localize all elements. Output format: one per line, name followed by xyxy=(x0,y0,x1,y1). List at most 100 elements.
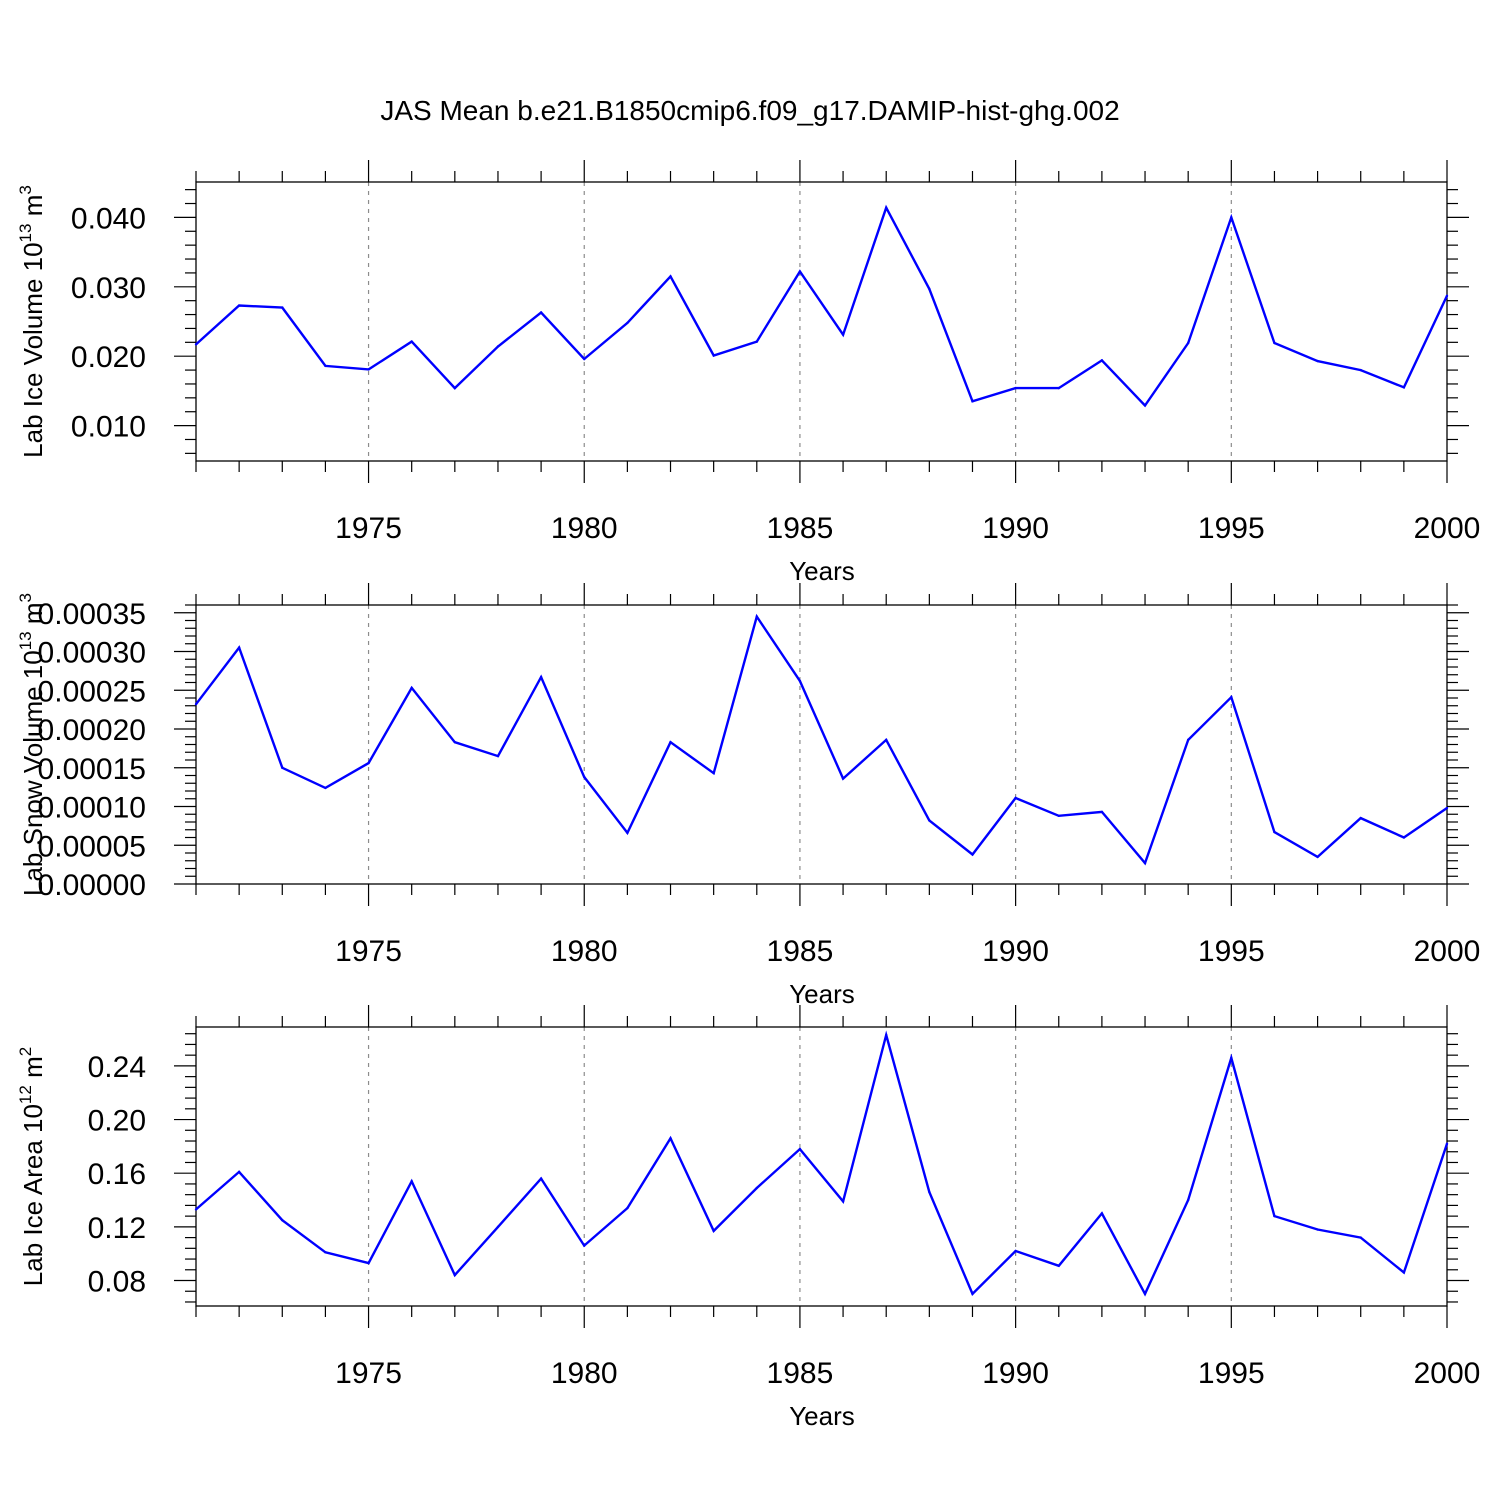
data-point xyxy=(367,368,370,371)
data-point xyxy=(669,275,672,278)
data-point xyxy=(626,321,629,325)
data-point xyxy=(1359,368,1362,372)
x-tick-label: 1985 xyxy=(767,935,834,968)
data-point xyxy=(712,354,715,357)
data-point xyxy=(1359,1236,1362,1239)
y-tick-label: 0.020 xyxy=(71,341,146,374)
data-point xyxy=(1014,386,1017,390)
data-point xyxy=(194,343,198,346)
data-point xyxy=(1316,1228,1319,1231)
y-tick-label: 0.00025 xyxy=(38,675,146,708)
data-point xyxy=(885,738,888,742)
data-point xyxy=(324,786,327,790)
data-point xyxy=(410,686,413,690)
data-point xyxy=(324,364,327,368)
x-tick-label: 2000 xyxy=(1414,1357,1481,1390)
data-point xyxy=(1186,1198,1190,1202)
data-point xyxy=(367,1261,370,1265)
x-tick-label: 2000 xyxy=(1414,512,1481,545)
x-tick-label: 2000 xyxy=(1414,935,1481,968)
data-point xyxy=(1273,341,1276,345)
data-point xyxy=(1014,1249,1017,1253)
data-point xyxy=(1100,810,1104,814)
data-point xyxy=(841,333,845,336)
y-tick-label: 0.040 xyxy=(71,202,146,235)
x-tick-label: 1995 xyxy=(1198,1357,1265,1390)
data-point xyxy=(583,775,586,779)
data-point xyxy=(583,1244,586,1247)
x-axis-title: Years xyxy=(789,556,855,586)
y-tick-label: 0.00010 xyxy=(38,792,146,825)
series-line xyxy=(195,204,1449,408)
data-point xyxy=(194,703,198,706)
x-tick-label: 1990 xyxy=(982,1357,1049,1390)
data-point xyxy=(755,1186,758,1190)
data-point xyxy=(712,771,715,775)
data-point xyxy=(194,1208,198,1211)
y-tick-label: 0.00005 xyxy=(38,830,146,863)
panel-3: 0.08 0.12 0.16 0.20 0.24 1975 1980 1985 1990 1995… xyxy=(16,1005,1480,1431)
y-axis-title: Lab Ice Volume 1013 m3 xyxy=(16,185,48,458)
data-point xyxy=(1186,341,1190,345)
data-point xyxy=(237,304,241,307)
data-point xyxy=(539,1177,543,1180)
plot-frame xyxy=(195,1026,1448,1307)
data-point xyxy=(841,1200,845,1203)
data-point xyxy=(237,1170,241,1174)
y-tick-label: 0.00020 xyxy=(38,714,146,747)
data-point xyxy=(453,386,457,390)
y-tick-label: 0.20 xyxy=(88,1105,146,1138)
data-point xyxy=(1445,1142,1449,1145)
data-point xyxy=(971,853,974,856)
x-tick-label: 1995 xyxy=(1198,935,1265,968)
data-point xyxy=(928,1190,931,1194)
data-point xyxy=(1273,830,1276,834)
y-tick-label: 0.00035 xyxy=(38,598,146,631)
figure-title: JAS Mean b.e21.B1850cmip6.f09_g17.DAMIP-… xyxy=(380,95,1119,126)
data-point xyxy=(971,400,974,403)
data-point xyxy=(841,777,845,780)
data-point xyxy=(1445,806,1449,810)
data-point xyxy=(1057,814,1060,817)
data-point xyxy=(1230,696,1233,699)
data-point xyxy=(496,345,500,348)
data-point xyxy=(539,311,543,314)
data-point xyxy=(453,740,457,744)
plot-frame xyxy=(195,181,1448,462)
data-point xyxy=(1402,386,1406,389)
y-tick-label: 0.00000 xyxy=(38,869,146,902)
data-point xyxy=(626,831,629,835)
data-point xyxy=(1316,855,1319,859)
x-tick-label: 1985 xyxy=(767,512,834,545)
data-point xyxy=(1100,1212,1104,1215)
data-point xyxy=(755,615,758,618)
data-point xyxy=(1402,1271,1406,1274)
x-tick-label: 1975 xyxy=(335,512,402,545)
data-point xyxy=(1100,359,1104,362)
y-tick-label: 0.16 xyxy=(88,1158,146,1191)
data-point xyxy=(1143,404,1147,407)
data-point xyxy=(410,340,413,343)
y-tick-label: 0.030 xyxy=(71,272,146,305)
panel-2: 0.00000 0.00005 0.00010 0.00015 0.00020 0.000… xyxy=(16,583,1480,1009)
data-point xyxy=(1316,359,1319,363)
data-point xyxy=(755,340,758,343)
data-point xyxy=(410,1180,413,1183)
y-axis-title: Lab Ice Area 1012 m2 xyxy=(16,1047,48,1286)
data-point xyxy=(1057,386,1060,390)
data-point xyxy=(496,1225,500,1229)
y-tick-label: 0.08 xyxy=(88,1266,146,1299)
data-point xyxy=(1057,1264,1060,1267)
data-point xyxy=(583,357,586,361)
data-point xyxy=(1014,796,1017,800)
x-tick-label: 1980 xyxy=(551,512,618,545)
x-tick-label: 1975 xyxy=(335,1357,402,1390)
data-point xyxy=(712,1229,715,1233)
data-point xyxy=(928,819,931,822)
y-tick-label: 0.12 xyxy=(88,1212,146,1245)
data-point xyxy=(453,1273,457,1277)
y-tick-label: 0.00015 xyxy=(38,753,146,786)
data-point xyxy=(798,679,802,683)
data-point xyxy=(1230,216,1233,219)
